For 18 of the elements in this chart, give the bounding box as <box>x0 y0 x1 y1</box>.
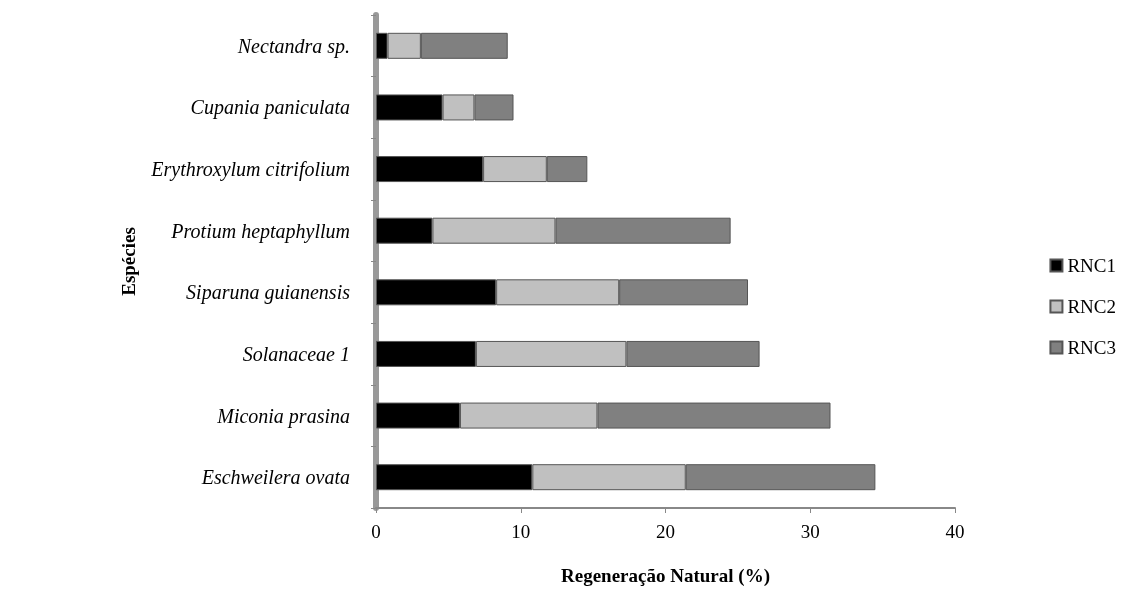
y-tick-label: Solanaceae 1 <box>242 342 350 365</box>
legend-label: RNC2 <box>1067 296 1117 317</box>
legend-label: RNC3 <box>1067 337 1117 358</box>
x-tick-label: 40 <box>945 521 965 542</box>
x-tick-label: 0 <box>371 521 381 542</box>
y-tick-label: Cupania paniculata <box>190 96 350 120</box>
x-axis-title: Regeneração Natural (%) <box>561 565 770 587</box>
x-tick-label: 20 <box>656 521 675 542</box>
legend-label: RNC1 <box>1067 255 1117 276</box>
x-tick-label: 30 <box>800 521 820 542</box>
y-tick-label: Erythroxylum citrifolium <box>150 158 350 182</box>
y-tick-label: Miconia prasina <box>216 404 350 428</box>
y-axis-title: Espécies <box>118 227 139 296</box>
y-tick-label: Nectandra sp. <box>236 34 350 58</box>
y-tick-label: Siparuna guianensis <box>186 281 351 305</box>
y-tick-label: Protium heptaphyllum <box>170 219 350 243</box>
y-tick-label: Eschweilera ovata <box>200 466 350 489</box>
x-tick-label: 10 <box>511 521 531 542</box>
